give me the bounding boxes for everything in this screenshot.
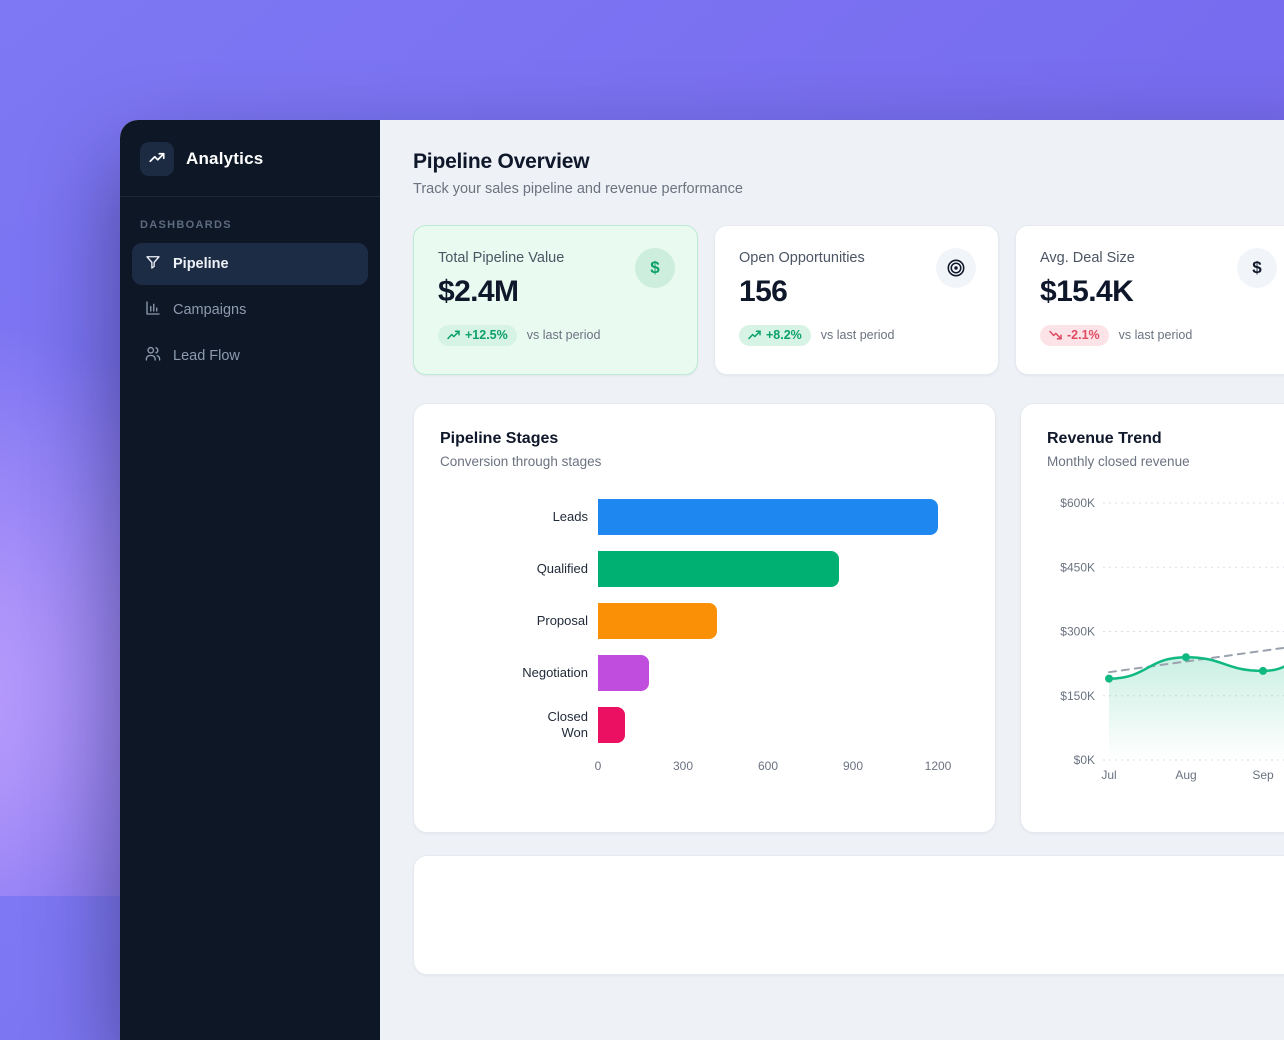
delta-badge: +12.5% bbox=[438, 325, 517, 346]
charts-row: Pipeline Stages Conversion through stage… bbox=[413, 403, 1284, 833]
bar-row: Qualified bbox=[520, 551, 969, 587]
y-tick-label: $300K bbox=[1060, 625, 1095, 639]
stat-label: Total Pipeline Value bbox=[438, 250, 565, 266]
data-point[interactable] bbox=[1182, 653, 1190, 662]
x-tick-label: 1200 bbox=[924, 759, 952, 773]
y-tick-label: $0K bbox=[1074, 753, 1095, 767]
bar[interactable] bbox=[598, 655, 649, 691]
chart-subtitle: Conversion through stages bbox=[440, 454, 602, 469]
stat-value: 156 bbox=[739, 275, 788, 308]
main-content: Pipeline Overview Track your sales pipel… bbox=[380, 120, 1284, 1040]
revenue-area bbox=[1109, 657, 1284, 760]
sidebar-section-label: DASHBOARDS bbox=[140, 219, 232, 231]
sidebar-item-label: Pipeline bbox=[173, 256, 229, 272]
funnel-icon bbox=[144, 253, 162, 275]
bar-chart-icon bbox=[144, 299, 162, 321]
bar-category-label: Closed Won bbox=[547, 708, 588, 740]
sidebar: Analytics DASHBOARDS Pipeline Campaigns bbox=[120, 120, 380, 1040]
sidebar-item-lead-flow[interactable]: Lead Flow bbox=[132, 335, 368, 377]
chart-title: Pipeline Stages bbox=[440, 430, 559, 447]
users-icon bbox=[144, 345, 162, 367]
bar[interactable] bbox=[598, 707, 625, 743]
stat-note: vs last period bbox=[820, 328, 895, 343]
bar-row: Leads bbox=[520, 499, 969, 535]
bar-row: Proposal bbox=[520, 603, 969, 639]
stat-card-total-pipeline-value: Total Pipeline Value $2.4M +12.5% vs las… bbox=[413, 225, 698, 375]
bar-category-label: Proposal bbox=[536, 612, 588, 628]
x-tick-label: Jul bbox=[1101, 768, 1116, 782]
x-tick-label: Aug bbox=[1175, 768, 1196, 782]
chart-title: Revenue Trend bbox=[1047, 430, 1162, 447]
delta-badge: +8.2% bbox=[739, 325, 811, 346]
stat-card-open-opportunities: Open Opportunities 156 +8.2% vs last per… bbox=[714, 225, 999, 375]
stat-card-avg-deal-size: Avg. Deal Size $15.4K -2.1% vs last peri… bbox=[1015, 225, 1284, 375]
stat-value: $2.4M bbox=[438, 275, 519, 308]
y-tick-label: $450K bbox=[1060, 560, 1095, 574]
stat-cards-row: Total Pipeline Value $2.4M +12.5% vs las… bbox=[413, 225, 1284, 375]
chart-subtitle: Monthly closed revenue bbox=[1047, 454, 1190, 469]
pipeline-bar-chart: Leads Qualified Proposal Negotiation Closed … bbox=[440, 499, 969, 743]
trend-down-icon bbox=[1049, 331, 1062, 340]
x-tick-label: Sep bbox=[1252, 768, 1274, 782]
page-title: Pipeline Overview bbox=[413, 150, 590, 173]
bar-category-label: Negotiation bbox=[522, 664, 588, 680]
sidebar-item-label: Lead Flow bbox=[173, 348, 240, 364]
bar-track bbox=[598, 551, 938, 587]
trend-up-icon bbox=[748, 330, 761, 340]
brand: Analytics bbox=[120, 120, 380, 197]
sidebar-item-pipeline[interactable]: Pipeline bbox=[132, 243, 368, 285]
stat-label: Avg. Deal Size bbox=[1040, 250, 1135, 266]
app-window: Analytics DASHBOARDS Pipeline Campaigns bbox=[120, 120, 1284, 1040]
trend-line bbox=[1108, 646, 1284, 674]
dollar-icon: $ bbox=[1237, 248, 1277, 288]
x-tick-label: 0 bbox=[594, 759, 602, 773]
stat-label: Open Opportunities bbox=[739, 250, 865, 266]
page-subtitle: Track your sales pipeline and revenue pe… bbox=[413, 181, 743, 197]
bar-track bbox=[598, 499, 938, 535]
target-icon bbox=[936, 248, 976, 288]
bar-row: Negotiation bbox=[520, 655, 969, 691]
bottom-panel bbox=[413, 855, 1284, 975]
revenue-line-chart: $600K $450K $300K $150K $0K Jul Aug Sep bbox=[1060, 496, 1284, 782]
bar-category-label: Qualified bbox=[536, 560, 588, 576]
trend-up-icon bbox=[447, 330, 460, 340]
y-tick-label: $600K bbox=[1060, 496, 1095, 510]
x-tick-label: 300 bbox=[672, 759, 694, 773]
y-tick-label: $150K bbox=[1060, 689, 1095, 703]
bar-category-label: Leads bbox=[552, 508, 588, 524]
bar[interactable] bbox=[598, 603, 717, 639]
revenue-trend-card: Revenue Trend Monthly closed revenue $60… bbox=[1020, 403, 1284, 833]
trend-up-icon bbox=[140, 142, 174, 176]
stat-note: vs last period bbox=[1118, 328, 1193, 343]
dollar-icon: $ bbox=[635, 248, 675, 288]
sidebar-item-campaigns[interactable]: Campaigns bbox=[132, 289, 368, 331]
bar-track bbox=[598, 707, 938, 743]
sidebar-item-label: Campaigns bbox=[173, 302, 247, 318]
bar[interactable] bbox=[598, 551, 839, 587]
bar-track bbox=[598, 655, 938, 691]
x-tick-label: 600 bbox=[757, 759, 779, 773]
x-tick-label: 900 bbox=[842, 759, 864, 773]
data-point[interactable] bbox=[1259, 666, 1267, 675]
brand-name: Analytics bbox=[186, 149, 264, 168]
stat-note: vs last period bbox=[526, 328, 601, 343]
bar-row: Closed Won bbox=[520, 707, 969, 743]
bar-track bbox=[598, 603, 938, 639]
pipeline-x-axis: 0 300 600 900 1200 bbox=[594, 759, 952, 779]
stat-value: $15.4K bbox=[1040, 275, 1134, 308]
revenue-plot: $600K $450K $300K $150K $0K Jul Aug Sep bbox=[1047, 483, 1284, 788]
delta-badge: -2.1% bbox=[1040, 325, 1109, 346]
bar[interactable] bbox=[598, 499, 938, 535]
pipeline-stages-card: Pipeline Stages Conversion through stage… bbox=[413, 403, 996, 833]
data-point[interactable] bbox=[1105, 674, 1113, 683]
